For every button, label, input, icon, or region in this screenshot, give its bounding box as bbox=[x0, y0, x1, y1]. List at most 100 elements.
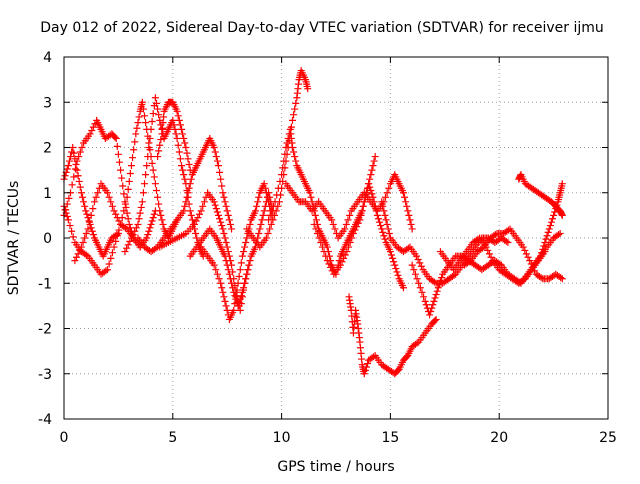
data-point bbox=[322, 252, 330, 260]
data-point bbox=[81, 234, 89, 242]
data-point bbox=[145, 227, 153, 235]
data-point bbox=[183, 149, 191, 157]
data-point bbox=[257, 220, 265, 228]
data-point bbox=[194, 214, 202, 222]
data-point bbox=[223, 207, 231, 215]
data-point bbox=[320, 248, 328, 256]
series-track-19 bbox=[460, 225, 566, 283]
data-point bbox=[224, 266, 232, 274]
data-point bbox=[175, 148, 183, 156]
data-point bbox=[89, 231, 97, 239]
data-point bbox=[149, 166, 157, 174]
data-point bbox=[282, 144, 290, 151]
series-track-21 bbox=[530, 180, 566, 269]
data-point bbox=[188, 216, 196, 224]
y-tick-label: 4 bbox=[43, 50, 52, 66]
data-point bbox=[558, 180, 566, 188]
data-point bbox=[519, 243, 527, 251]
data-point bbox=[123, 193, 131, 201]
data-point bbox=[75, 153, 83, 161]
data-point bbox=[491, 231, 499, 239]
data-point bbox=[148, 117, 156, 125]
data-point bbox=[119, 182, 127, 190]
data-point bbox=[408, 261, 416, 269]
data-point bbox=[421, 297, 429, 305]
data-point bbox=[77, 243, 85, 251]
data-point bbox=[360, 198, 368, 206]
data-point bbox=[225, 270, 233, 278]
data-point bbox=[377, 222, 385, 230]
data-point bbox=[216, 168, 224, 176]
data-point bbox=[538, 249, 546, 257]
data-point bbox=[142, 171, 150, 179]
data-point bbox=[113, 142, 121, 150]
data-point bbox=[260, 207, 268, 215]
data-point bbox=[64, 216, 72, 224]
data-point bbox=[220, 293, 228, 301]
data-point bbox=[485, 250, 493, 258]
data-point bbox=[554, 231, 562, 239]
data-point bbox=[358, 207, 366, 215]
data-point bbox=[365, 180, 373, 188]
data-point bbox=[343, 248, 351, 256]
data-point bbox=[376, 218, 384, 226]
data-point bbox=[82, 251, 90, 259]
data-point bbox=[292, 99, 300, 107]
series-track-15 bbox=[345, 293, 440, 378]
x-tick-label: 10 bbox=[273, 430, 291, 446]
data-point bbox=[73, 166, 81, 174]
data-point bbox=[244, 266, 252, 274]
data-point bbox=[407, 220, 415, 228]
data-point bbox=[126, 170, 134, 178]
data-point bbox=[221, 198, 229, 206]
data-point bbox=[291, 105, 299, 113]
data-point bbox=[346, 239, 354, 247]
data-point bbox=[369, 162, 377, 170]
data-point bbox=[89, 205, 97, 213]
data-point bbox=[134, 220, 142, 228]
data-point bbox=[238, 288, 246, 296]
data-point bbox=[522, 250, 530, 258]
data-point bbox=[63, 213, 71, 221]
data-point bbox=[422, 301, 430, 309]
data-point bbox=[426, 311, 434, 319]
data-point bbox=[92, 193, 100, 201]
data-point bbox=[371, 202, 379, 210]
data-point bbox=[217, 218, 225, 226]
data-point bbox=[88, 127, 96, 135]
data-point bbox=[145, 144, 153, 151]
data-point bbox=[238, 252, 246, 260]
data-point bbox=[255, 229, 263, 237]
data-point bbox=[312, 225, 320, 233]
data-point bbox=[214, 211, 222, 219]
data-point bbox=[73, 253, 81, 261]
data-point bbox=[371, 153, 379, 161]
data-point bbox=[130, 146, 138, 154]
data-point bbox=[314, 229, 322, 237]
data-point bbox=[306, 189, 314, 197]
data-point bbox=[226, 220, 234, 228]
data-point bbox=[218, 182, 226, 190]
data-point bbox=[212, 153, 220, 161]
data-point bbox=[379, 228, 387, 236]
data-point bbox=[135, 113, 143, 121]
data-point bbox=[210, 144, 218, 151]
data-point bbox=[137, 203, 145, 211]
data-point bbox=[520, 276, 528, 284]
data-point bbox=[132, 130, 140, 138]
data-point bbox=[176, 155, 184, 163]
data-point bbox=[184, 189, 192, 197]
series-track-14 bbox=[310, 180, 407, 292]
x-tick-label: 5 bbox=[168, 430, 177, 446]
data-point bbox=[148, 159, 156, 167]
data-point bbox=[383, 220, 391, 228]
y-tick-label: -4 bbox=[38, 412, 52, 428]
data-point bbox=[361, 366, 369, 374]
data-point bbox=[433, 287, 441, 295]
data-point bbox=[179, 130, 187, 138]
data-point bbox=[211, 148, 219, 156]
data-point bbox=[416, 259, 424, 267]
data-point bbox=[406, 216, 414, 224]
data-point bbox=[174, 112, 182, 120]
data-point bbox=[389, 254, 397, 262]
